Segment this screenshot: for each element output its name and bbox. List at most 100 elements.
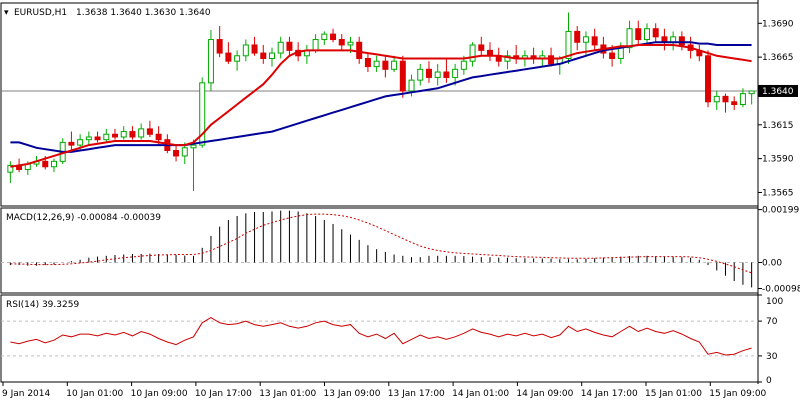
candle-body-bull — [626, 28, 633, 49]
price-tick-label: 1.3665 — [762, 53, 794, 63]
candle-body-bear — [129, 131, 136, 138]
candle-body-bull — [417, 68, 424, 81]
time-tick-label: 10 Jan 01:00 — [66, 389, 123, 399]
time-tick-label: 14 Jan 09:00 — [516, 389, 573, 399]
candle — [495, 47, 502, 67]
candle — [513, 44, 520, 64]
candle — [330, 28, 337, 43]
candle-body-bull — [391, 60, 398, 70]
candle — [443, 58, 450, 83]
symbol-dropdown-icon[interactable]: ▾ — [4, 8, 9, 18]
candle — [268, 47, 275, 67]
grid-lines — [1, 90, 758, 357]
candle-body-bear — [678, 36, 685, 46]
panel-frame — [0, 294, 759, 383]
candle — [225, 42, 232, 64]
candle — [591, 28, 598, 51]
axes: 1.36901.36651.36401.36151.35901.35651.36… — [2, 19, 800, 399]
candle — [356, 36, 363, 64]
candle — [731, 96, 738, 110]
candle — [661, 28, 668, 51]
candle-body-bull — [242, 44, 249, 57]
time-tick-label: 9 Jan 2014 — [2, 389, 50, 399]
candle-body-bull — [643, 28, 650, 41]
moving-average-fast-line — [10, 44, 752, 168]
candle — [705, 50, 712, 108]
candle-body-bull — [739, 93, 746, 105]
candle-body-bull — [713, 95, 720, 103]
time-tick-label: 13 Jan 17:00 — [388, 389, 445, 399]
candle — [303, 44, 310, 64]
candle-body-bear — [722, 95, 729, 103]
time-tick-label: 10 Jan 17:00 — [195, 389, 252, 399]
macd-tick-label: 0.00199 — [762, 206, 799, 216]
candle-body-bear — [574, 30, 581, 43]
candle — [626, 20, 633, 54]
candle-body-bull — [199, 82, 206, 146]
candle — [574, 26, 581, 51]
chart-symbol-title: EURUSD,H1 — [14, 8, 67, 18]
candle — [739, 88, 746, 108]
time-tick-label: 13 Jan 09:00 — [324, 389, 381, 399]
rsi-tick-label: 100 — [766, 297, 783, 307]
candle-body-bull — [434, 71, 441, 78]
candle — [277, 36, 284, 59]
candle — [94, 131, 101, 143]
time-tick-label: 14 Jan 01:00 — [452, 389, 509, 399]
price-panel[interactable] — [7, 12, 755, 192]
candle — [696, 44, 703, 62]
candle-body-bull — [469, 44, 476, 62]
candle — [487, 42, 494, 62]
candle-body-bull — [50, 160, 57, 168]
macd-tick-label: 0.00 — [762, 258, 782, 268]
candle-body-bear — [443, 71, 450, 78]
candle — [364, 53, 371, 73]
candle — [548, 47, 555, 67]
candle-body-bear — [731, 101, 738, 106]
candle-body-bear — [155, 133, 162, 141]
candle-body-bear — [286, 41, 293, 51]
time-tick-label: 14 Jan 17:00 — [581, 389, 638, 399]
candle-body-bull — [234, 55, 241, 62]
candle-body-bear — [548, 55, 555, 65]
candle — [391, 55, 398, 73]
price-tick-label: 1.3690 — [762, 19, 794, 29]
candle-body-bear — [173, 150, 180, 157]
candle-body-bear — [94, 136, 101, 141]
candle-body-bull — [321, 33, 328, 41]
candle — [251, 36, 258, 56]
candle-body-bull — [408, 79, 415, 92]
candle-body-bear — [652, 28, 659, 38]
candle — [338, 34, 345, 51]
candle — [643, 23, 650, 45]
price-tick-label: 1.3590 — [762, 155, 794, 165]
price-tick-label: 1.3615 — [762, 121, 794, 131]
candle-body-bear — [260, 52, 267, 59]
candle — [600, 36, 607, 59]
candle — [713, 90, 720, 110]
candle — [173, 145, 180, 162]
candle-body-bear — [216, 39, 223, 54]
current-price-label: 1.3640 — [762, 87, 794, 97]
rsi-tick-label: 0 — [766, 376, 772, 386]
candle-body-bear — [356, 41, 363, 59]
candle-body-bear — [382, 60, 389, 70]
candle — [382, 55, 389, 78]
candle-body-bear — [635, 28, 642, 41]
candle-body-bear — [251, 44, 258, 54]
chart-ohlc-values: 1.3638 1.3640 1.3630 1.3640 — [76, 8, 211, 18]
candle-body-bear — [364, 57, 371, 68]
rsi-tick-label: 70 — [766, 317, 778, 327]
rsi-panel[interactable] — [10, 317, 752, 356]
candle — [722, 93, 729, 113]
candle — [112, 128, 119, 140]
macd-panel[interactable] — [9, 210, 753, 288]
candle-body-bear — [146, 128, 153, 135]
time-tick-label: 10 Jan 09:00 — [131, 389, 188, 399]
candle-body-bull — [347, 41, 354, 46]
candle — [50, 158, 57, 173]
candle-body-bear — [399, 60, 406, 92]
candle-body-bear — [225, 52, 232, 62]
